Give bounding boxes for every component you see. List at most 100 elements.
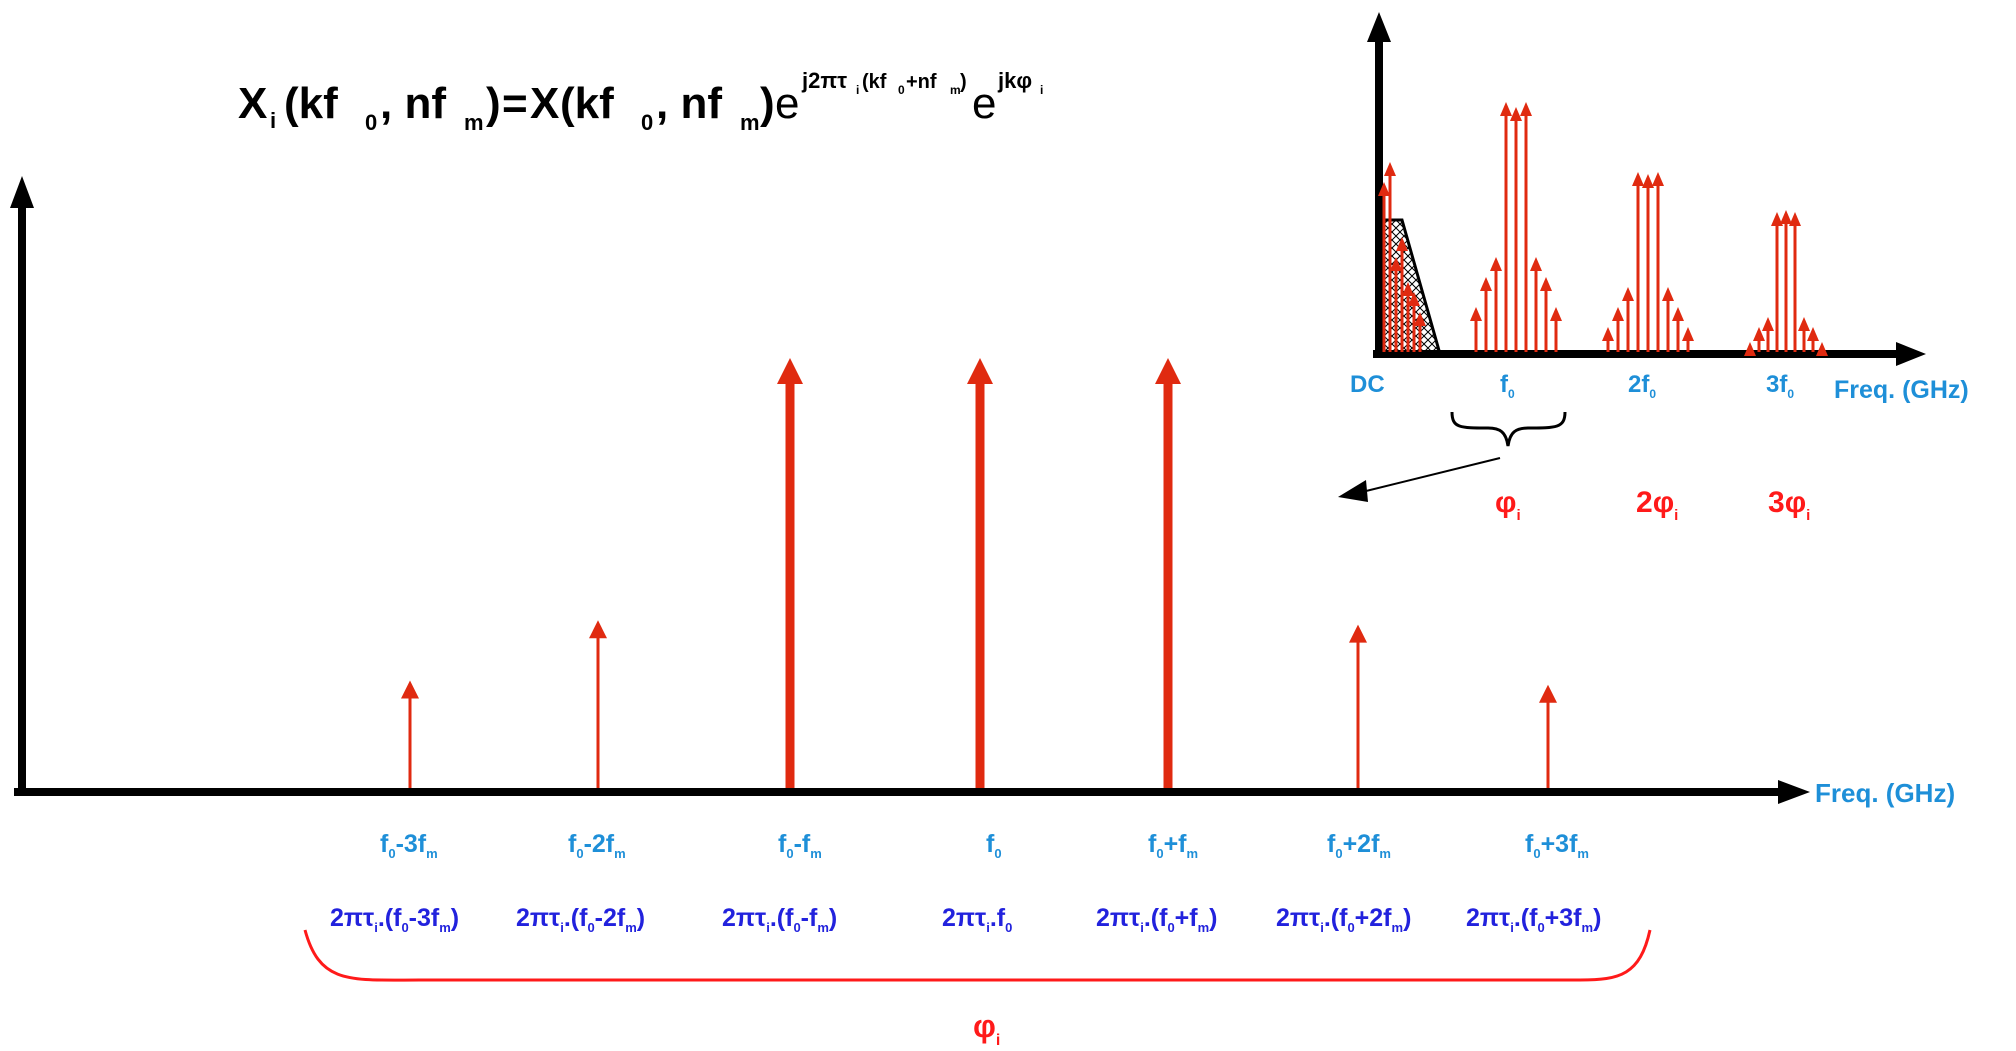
main-axes: Freq. (GHz) (10, 176, 1955, 808)
inset-line-arrowhead-3-6 (1798, 317, 1810, 331)
inset-tick-3f0: 3f0 (1766, 371, 1794, 401)
main-x-arrowhead (1778, 780, 1810, 804)
spectral-line-arrowhead-6 (1539, 684, 1557, 703)
inset-line-arrowhead-1-1 (1480, 277, 1492, 291)
inset-line-arrowhead-3-7 (1807, 327, 1819, 341)
phase-label-0: 2πτi.(f0-3fm) (330, 904, 459, 935)
inset-line-arrowhead-3-3 (1771, 212, 1783, 226)
equation: X i (kf 0 , nf m ) = X (kf 0 , nf m ) e … (238, 68, 1043, 135)
eq-e2: e (972, 79, 996, 128)
spectral-line-arrowhead-3 (967, 358, 993, 384)
inset-line-arrowhead-3-0 (1744, 342, 1756, 356)
inset-phase-2: 2φi (1636, 486, 1678, 524)
phase-label-2: 2πτi.(f0-fm) (722, 904, 837, 935)
inset-line-arrowhead-1-3 (1500, 102, 1512, 116)
inset-spectrum: DC f0 2f0 3f0 Freq. (GHz) φi 2φi 3φi (1338, 12, 1969, 524)
inset-line-arrowhead-0-4 (1402, 282, 1414, 296)
freq-label-f0+3fm: f0+3fm (1525, 830, 1589, 861)
eq-lhs-args: (kf (284, 79, 338, 128)
phase-label-1: 2πτi.(f0-2fm) (516, 904, 645, 935)
spectral-line-arrowhead-4 (1155, 358, 1181, 384)
inset-y-arrowhead (1367, 12, 1391, 42)
eq-exp2-a: jkφ (997, 68, 1032, 93)
inset-line-arrowhead-1-8 (1550, 307, 1562, 321)
inset-line-arrowhead-0-5 (1408, 292, 1420, 306)
eq-exp1-a: j2πτ (801, 68, 847, 93)
eq-lhs-sub: i (270, 108, 276, 133)
inset-line-arrowhead-1-2 (1490, 257, 1502, 271)
inset-line-arrowhead-1-4 (1510, 107, 1522, 121)
eq-lhs-x: X (238, 79, 267, 128)
eq-lhs-sub0: 0 (365, 110, 377, 135)
eq-exp1-d: ) (960, 71, 967, 93)
eq-rhs-sub0: 0 (641, 110, 653, 135)
main-phase-labels: 2πτi.(f0-3fm) 2πτi.(f0-2fm) 2πτi.(f0-fm)… (330, 904, 1601, 935)
bottom-phi: φi (973, 1008, 1000, 1049)
spectral-line-arrowhead-1 (589, 620, 607, 639)
eq-lhs-mid: , nf (380, 79, 446, 128)
inset-pointer-line (1361, 457, 1501, 493)
inset-tick-2f0: 2f0 (1628, 371, 1656, 401)
inset-line-arrowhead-0-2 (1390, 257, 1402, 271)
inset-brace (1450, 411, 1567, 447)
bottom-brace (303, 929, 1652, 982)
phase-label-3: 2πτi.f0 (942, 904, 1012, 935)
inset-tick-dc: DC (1350, 371, 1385, 398)
main-spectral-lines (401, 358, 1557, 788)
inset-line-arrowhead-2-6 (1662, 287, 1674, 301)
inset-line-arrowhead-1-5 (1520, 102, 1532, 116)
freq-label-f0-fm: f0-fm (778, 830, 822, 861)
main-freq-labels: f0-3fm f0-2fm f0-fm f0 f0+fm f0+2fm f0+3… (380, 830, 1589, 861)
spectral-line-arrowhead-5 (1349, 624, 1367, 643)
eq-exp1-sub0: 0 (898, 83, 905, 97)
freq-label-f0+fm: f0+fm (1148, 830, 1198, 861)
inset-line-arrowhead-3-2 (1762, 317, 1774, 331)
freq-label-f0: f0 (986, 830, 1002, 861)
inset-line-arrowhead-2-1 (1612, 307, 1624, 321)
freq-label-f0-2fm: f0-2fm (568, 830, 626, 861)
inset-line-arrowhead-2-8 (1682, 327, 1694, 341)
freq-label-f0-3fm: f0-3fm (380, 830, 438, 861)
eq-rhs-subm: m (740, 110, 760, 135)
freq-label-f0+2fm: f0+2fm (1327, 830, 1391, 861)
inset-axis-label: Freq. (GHz) (1834, 376, 1969, 404)
eq-e1: e (775, 79, 799, 128)
inset-line-arrowhead-2-5 (1652, 172, 1664, 186)
eq-exp1-subm: m (950, 83, 961, 97)
inset-line-arrowhead-1-0 (1470, 307, 1482, 321)
inset-line-arrowhead-1-7 (1540, 277, 1552, 291)
spectral-line-arrowhead-0 (401, 680, 419, 699)
eq-rhs-args: (kf (560, 79, 614, 128)
inset-phase-1: φi (1495, 486, 1521, 524)
eq-rhs-close: ) (760, 79, 775, 128)
inset-line-arrowhead-2-3 (1632, 172, 1644, 186)
eq-equals: = (502, 79, 528, 128)
inset-line-arrowhead-0-1 (1384, 162, 1396, 176)
phase-label-4: 2πτi.(f0+fm) (1096, 904, 1218, 935)
inset-line-arrowhead-3-8 (1816, 342, 1828, 356)
inset-tick-f0: f0 (1500, 371, 1515, 401)
eq-rhs-x: X (530, 79, 559, 128)
eq-exp2-sub-i: i (1040, 83, 1043, 97)
inset-pointer-arrowhead (1338, 480, 1368, 502)
inset-spectral-lines (1378, 102, 1828, 356)
inset-line-arrowhead-3-1 (1753, 327, 1765, 341)
inset-line-arrowhead-0-3 (1396, 237, 1408, 251)
inset-line-arrowhead-2-7 (1672, 307, 1684, 321)
inset-line-arrowhead-2-2 (1622, 287, 1634, 301)
eq-exp1-b: (kf (862, 71, 887, 93)
main-y-arrowhead (10, 176, 34, 208)
phase-label-6: 2πτi.(f0+3fm) (1466, 904, 1601, 935)
main-axis-label: Freq. (GHz) (1815, 778, 1955, 808)
inset-line-arrowhead-2-0 (1602, 327, 1614, 341)
spectral-line-arrowhead-2 (777, 358, 803, 384)
inset-line-arrowhead-2-4 (1642, 174, 1654, 188)
phase-label-5: 2πτi.(f0+2fm) (1276, 904, 1411, 935)
inset-line-arrowhead-0-6 (1414, 312, 1426, 326)
eq-lhs-subm: m (464, 110, 484, 135)
inset-line-arrowhead-1-6 (1530, 257, 1542, 271)
eq-exp1-sub-i: i (856, 83, 859, 97)
inset-x-arrowhead (1896, 342, 1926, 366)
inset-line-arrowhead-3-4 (1780, 210, 1792, 224)
